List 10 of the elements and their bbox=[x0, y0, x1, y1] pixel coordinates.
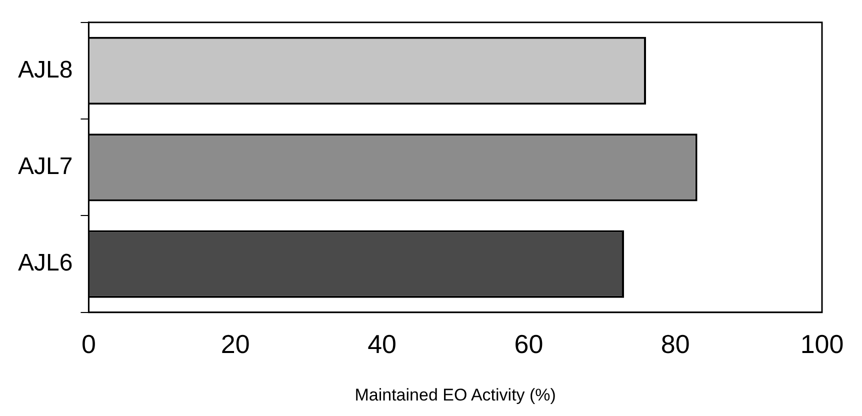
x-tick-label: 80 bbox=[660, 329, 690, 360]
x-tick-label: 100 bbox=[800, 329, 844, 360]
y-tick-label: AJL6 bbox=[18, 250, 73, 277]
x-tick-label: 20 bbox=[220, 329, 250, 360]
x-tick-label: 0 bbox=[81, 329, 96, 360]
y-tick-label: AJL8 bbox=[18, 56, 73, 84]
y-tick-label: AJL7 bbox=[18, 153, 73, 180]
x-tick-label: 40 bbox=[368, 329, 396, 360]
x-tick-label: 60 bbox=[514, 329, 544, 360]
x-axis-title: Maintained EO Activity (%) bbox=[354, 385, 556, 404]
